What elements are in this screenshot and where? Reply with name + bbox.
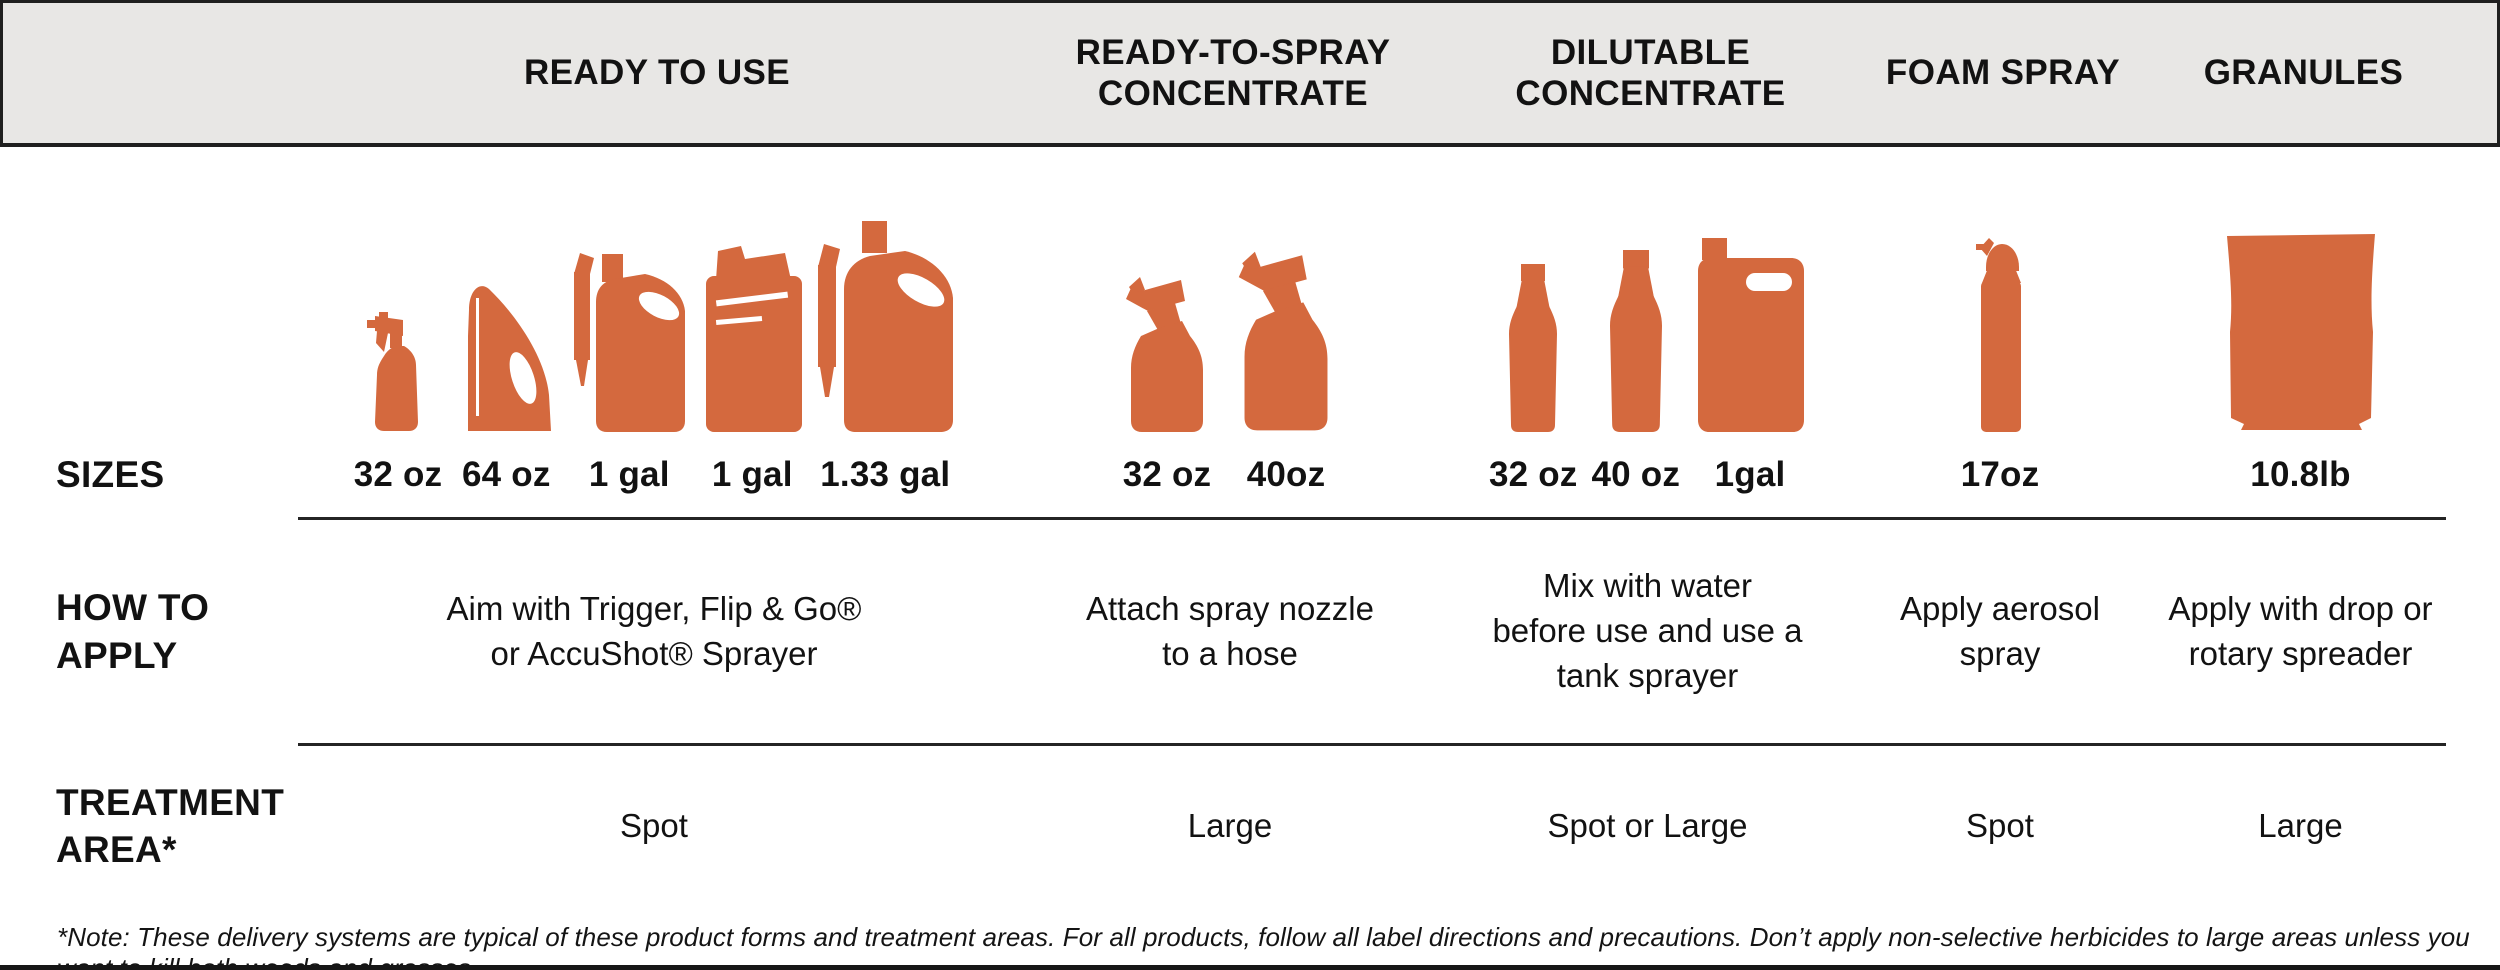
product-cell: 1 gal xyxy=(698,202,806,517)
treatment-area-row: TREATMENT AREA* Spot Large Spot or Large… xyxy=(0,746,2500,906)
large-jug-with-sprayer-wand-icon xyxy=(818,221,954,432)
size-label: 10.8lb xyxy=(2250,454,2351,494)
size-label: 64 oz xyxy=(461,454,551,494)
product-cell: 10.8lb xyxy=(2215,202,2387,517)
treatment-area-dilutable: Spot or Large xyxy=(1547,806,1748,844)
product-cell: 32 oz xyxy=(1489,202,1578,517)
size-label: 17oz xyxy=(1960,454,2040,494)
size-label: 1 gal xyxy=(588,454,670,494)
products-granules: 10.8lb xyxy=(2155,202,2446,517)
product-cell: 40 oz xyxy=(1592,202,1681,517)
product-cell: 32 oz xyxy=(354,202,443,517)
table-header-band: READY TO USE READY-TO-SPRAY CONCENTRATE … xyxy=(0,0,2500,147)
how-to-apply-foam-spray: Apply aerosol spray xyxy=(1900,589,2100,672)
bottom-rule xyxy=(0,965,2500,970)
products-ready-to-spray: 32 oz 40oz xyxy=(1010,202,1450,517)
spacer xyxy=(0,147,2500,202)
size-label: 40 oz xyxy=(1591,454,1681,494)
row-divider xyxy=(298,743,2446,746)
column-header-ready-to-use: READY TO USE xyxy=(523,53,791,93)
size-label: 1 gal xyxy=(711,454,793,494)
how-to-apply-granules: Apply with drop or rotary spreader xyxy=(2168,589,2433,672)
column-header-dilutable-concentrate: DILUTABLE CONCENTRATE xyxy=(1515,32,1786,113)
products-ready-to-use: 32 oz 64 oz xyxy=(298,202,1010,517)
how-to-apply-ready-to-spray: Attach spray nozzle to a hose xyxy=(1086,589,1374,672)
product-cell: 1gal xyxy=(1694,202,1806,517)
treatment-area-foam-spray: Spot xyxy=(1966,806,2034,844)
row-label-treatment-area: TREATMENT AREA* xyxy=(56,781,285,870)
row-label-how-to-apply: HOW TO APPLY xyxy=(56,587,210,676)
jug-with-accushot-sprayer-icon xyxy=(706,246,803,432)
product-cell: 1.33 gal xyxy=(816,202,954,517)
size-label: 1gal xyxy=(1714,454,1786,494)
aerosol-spray-can-icon xyxy=(1976,238,2021,432)
size-label: 32 oz xyxy=(1122,454,1212,494)
concentrate-bottle-icon xyxy=(1609,250,1662,432)
trigger-spray-bottle-icon xyxy=(366,312,418,431)
sizes-row: SIZES xyxy=(0,202,2500,517)
concentrate-bottle-icon xyxy=(1509,264,1558,432)
product-cell: 17oz xyxy=(1961,202,2040,517)
how-to-apply-dilutable: Mix with water before use and use a tank… xyxy=(1492,567,1803,694)
hose-end-sprayer-bottle-icon xyxy=(1126,277,1203,432)
products-foam-spray: 17oz xyxy=(1845,202,2155,517)
header-empty-cell xyxy=(3,3,301,143)
footnote: *Note: These delivery systems are typica… xyxy=(57,922,2470,970)
size-label: 32 oz xyxy=(353,454,443,494)
row-divider xyxy=(298,517,2446,520)
hose-end-sprayer-bottle-icon xyxy=(1238,251,1328,431)
product-cell: 1 gal xyxy=(570,202,688,517)
size-label: 32 oz xyxy=(1488,454,1578,494)
concentrate-jug-icon xyxy=(1698,238,1805,432)
size-label: 40oz xyxy=(1246,454,1326,494)
product-cell: 32 oz xyxy=(1121,202,1213,517)
jug-with-sprayer-wand-icon xyxy=(574,253,686,432)
treatment-area-granules: Large xyxy=(2258,806,2343,844)
granules-bag-icon xyxy=(2226,234,2375,430)
column-header-granules: GRANULES xyxy=(2203,53,2404,93)
size-label: 1.33 gal xyxy=(820,454,951,494)
product-cell: 64 oz xyxy=(452,202,560,517)
products-dilutable: 32 oz 40 oz xyxy=(1450,202,1845,517)
how-to-apply-ready-to-use: Aim with Trigger, Flip & Go® or AccuShot… xyxy=(446,589,862,672)
flip-and-go-bottle-icon xyxy=(468,286,552,431)
column-header-foam-spray: FOAM SPRAY xyxy=(1885,53,2121,93)
column-header-ready-to-spray-concentrate: READY-TO-SPRAY CONCENTRATE xyxy=(1075,32,1391,113)
product-cell: 40oz xyxy=(1233,202,1339,517)
row-label-sizes: SIZES xyxy=(56,453,165,495)
treatment-area-ready-to-spray: Large xyxy=(1187,806,1273,844)
how-to-apply-row: HOW TO APPLY Aim with Trigger, Flip & Go… xyxy=(0,520,2500,743)
treatment-area-ready-to-use: Spot xyxy=(620,806,688,844)
